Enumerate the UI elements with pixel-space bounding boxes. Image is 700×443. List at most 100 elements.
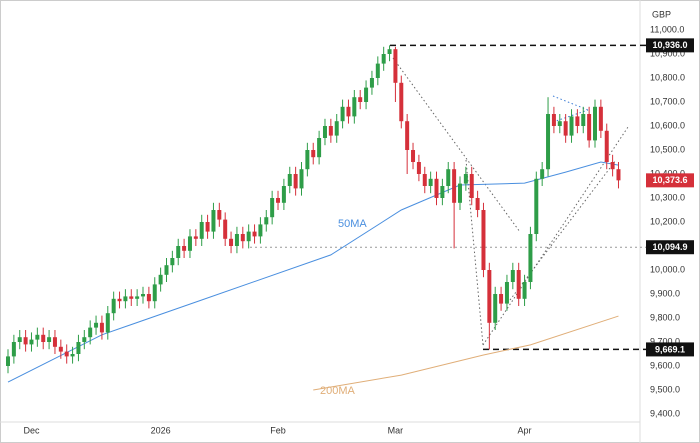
candle-body: [516, 270, 521, 299]
candle-body: [17, 337, 22, 342]
candle-body: [199, 222, 204, 239]
candle-body: [287, 174, 292, 186]
trend-line: [465, 159, 484, 346]
trend-line: [509, 159, 617, 301]
candle-body: [264, 217, 269, 225]
candle-body: [187, 236, 192, 251]
candle-body: [481, 210, 486, 270]
candle-body: [563, 121, 568, 136]
candle-body: [11, 342, 16, 357]
candle-body: [422, 174, 427, 186]
x-tick-label: Dec: [23, 425, 40, 435]
y-tick-label: 11,000.0: [650, 24, 684, 34]
candle-body: [146, 294, 151, 302]
candle-body: [340, 106, 345, 122]
candle-body: [123, 296, 128, 302]
candle-body: [334, 121, 339, 136]
y-tick-label: 10,000.0: [650, 264, 685, 274]
candle-body: [504, 282, 509, 304]
candle-body: [405, 121, 410, 150]
candle-body: [176, 246, 181, 258]
candle-body: [94, 322, 99, 328]
x-tick-label: 2026: [151, 425, 171, 435]
y-tick-label: 9,800.0: [650, 312, 680, 322]
level-box: [646, 342, 694, 357]
candle-body: [381, 54, 386, 64]
candle-body: [252, 231, 257, 237]
candle-body: [446, 169, 451, 186]
ma-label: 50MA: [338, 218, 367, 230]
candle-body: [141, 294, 146, 297]
candle-body: [70, 354, 75, 357]
candle-body: [117, 298, 122, 302]
candle-body: [328, 126, 333, 136]
candle-body: [510, 270, 515, 282]
candle-body: [76, 342, 81, 354]
candle-body: [82, 337, 87, 342]
candle-body: [475, 198, 480, 210]
candle-body: [551, 114, 556, 126]
candle-body: [47, 337, 52, 342]
candle-body: [58, 346, 63, 352]
y-tick-label: 10,200.0: [650, 216, 685, 226]
candle-body: [35, 334, 40, 340]
candle-body: [246, 231, 251, 242]
candle-body: [399, 82, 404, 122]
candle-body: [99, 322, 104, 333]
x-tick-label: Mar: [388, 425, 404, 435]
candle-body: [546, 114, 551, 170]
candle-body: [281, 186, 286, 203]
y-tick-label: 10,600.0: [650, 120, 685, 130]
candle-body: [393, 49, 398, 83]
candle-body: [452, 169, 457, 203]
candle-body: [29, 339, 34, 345]
candle-body: [587, 114, 592, 141]
candle-body: [205, 222, 210, 232]
level-label: 10,094.9: [652, 242, 687, 252]
candle-body: [6, 356, 10, 366]
candle-body: [152, 284, 157, 302]
candle-body: [387, 49, 392, 54]
y-tick-label: 10,900.0: [650, 48, 685, 58]
candle-body: [234, 234, 239, 246]
candle-body: [211, 210, 216, 232]
candle-body: [487, 270, 492, 323]
candle-body: [317, 138, 322, 158]
candle-body: [358, 97, 363, 102]
candle-body: [375, 63, 380, 78]
candle-body: [105, 313, 110, 333]
candle-body: [311, 150, 316, 158]
candle-body: [52, 337, 57, 347]
currency: GBP: [652, 9, 671, 19]
ma-label: 200MA: [320, 385, 356, 397]
candle-body: [111, 298, 116, 314]
y-tick-label: 10,700.0: [650, 96, 685, 106]
candle-body: [575, 116, 580, 126]
candle-body: [305, 150, 310, 170]
candle-body: [64, 351, 69, 357]
candle-body: [322, 126, 327, 138]
candle-body: [88, 327, 93, 338]
candle-body: [499, 294, 504, 304]
candle-body: [135, 296, 140, 299]
candle-body: [534, 178, 539, 234]
y-tick-label: 10,500.0: [650, 144, 685, 154]
y-tick-label: 9,500.0: [650, 384, 680, 394]
candle-body: [428, 178, 433, 186]
candle-body: [41, 334, 46, 342]
candle-body: [158, 274, 163, 285]
candle-body: [229, 238, 234, 246]
candle-body: [598, 106, 603, 131]
last-price-box: [646, 173, 694, 188]
candle-body: [593, 106, 597, 141]
candle-body: [463, 174, 468, 184]
y-tick-label: 10,800.0: [650, 72, 685, 82]
level-box: [646, 38, 694, 53]
candle-body: [604, 130, 609, 162]
candle-body: [411, 150, 416, 162]
candle-body: [528, 234, 533, 282]
y-tick-label: 9,600.0: [650, 360, 680, 370]
candle-body: [540, 169, 545, 179]
candle-body: [581, 114, 586, 126]
